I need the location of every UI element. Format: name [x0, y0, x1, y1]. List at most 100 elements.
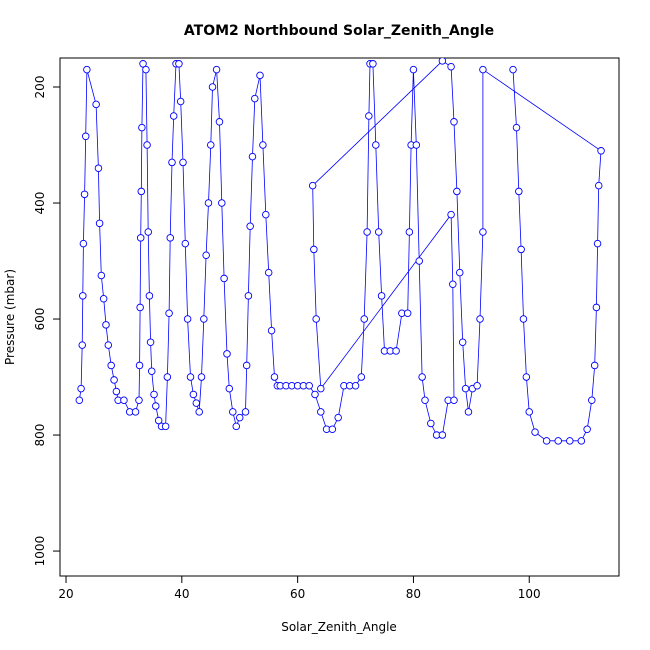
point [531, 428, 539, 436]
point [235, 413, 244, 422]
point [305, 381, 313, 390]
plot-area [75, 58, 605, 445]
point [166, 234, 174, 242]
point [262, 210, 270, 219]
point [131, 408, 140, 416]
point [403, 309, 412, 317]
point [449, 280, 457, 288]
point [456, 268, 464, 277]
y-tick-label: 200 [33, 76, 47, 99]
point [588, 396, 596, 404]
point [251, 94, 259, 103]
x-axis-label: Solar_Zenith_Angle [281, 620, 397, 634]
point [372, 141, 380, 149]
point [438, 58, 447, 65]
point [583, 425, 591, 433]
point [248, 152, 257, 161]
point [94, 164, 103, 172]
point [412, 141, 421, 149]
point [438, 431, 447, 439]
point [464, 408, 473, 416]
y-tick-label: 1000 [33, 536, 47, 567]
x-tick-label: 60 [290, 587, 305, 601]
point [517, 245, 525, 254]
point [175, 60, 183, 68]
point [154, 416, 163, 425]
point [192, 399, 201, 407]
point [461, 384, 470, 393]
point [317, 384, 325, 393]
point [186, 373, 195, 381]
point [450, 118, 458, 126]
point [259, 141, 267, 149]
chart-title: ATOM2 Northbound Solar_Zenith_Angle [184, 23, 494, 39]
point [311, 390, 319, 399]
point [139, 60, 147, 68]
point [374, 228, 383, 236]
point [107, 361, 115, 370]
point [163, 373, 172, 381]
point [137, 187, 146, 196]
point [110, 376, 118, 384]
point [447, 210, 455, 219]
y-axis-label: Pressure (mbar) [3, 269, 17, 365]
point [195, 408, 203, 416]
point [200, 315, 208, 323]
point [99, 294, 108, 303]
point [522, 373, 531, 381]
point [577, 437, 586, 445]
point [147, 367, 156, 375]
point [476, 315, 484, 323]
point [590, 361, 599, 370]
point [102, 321, 110, 329]
point [215, 118, 224, 126]
point [310, 245, 318, 254]
point [515, 187, 523, 196]
point [138, 123, 146, 132]
point [225, 384, 234, 393]
point [363, 228, 371, 236]
point [519, 315, 528, 323]
point [161, 422, 170, 431]
point [143, 141, 151, 149]
point [328, 425, 337, 433]
point [104, 341, 113, 349]
point [81, 132, 90, 141]
point [418, 373, 426, 381]
point [256, 71, 264, 80]
point [542, 437, 551, 445]
point [112, 387, 121, 396]
point [473, 381, 481, 390]
point [79, 239, 88, 248]
point [165, 309, 173, 317]
point [244, 292, 253, 300]
point [270, 373, 279, 381]
y-tick-label: 400 [33, 192, 47, 215]
point [179, 158, 187, 167]
point [212, 65, 221, 74]
point [135, 361, 144, 370]
point [453, 187, 461, 196]
y-tick-label: 800 [33, 424, 47, 447]
point [176, 97, 185, 106]
point [142, 65, 150, 74]
point [512, 123, 521, 132]
point [312, 315, 320, 323]
point [232, 422, 241, 431]
point [169, 112, 178, 120]
point [78, 341, 86, 349]
point [197, 373, 206, 381]
point [246, 222, 254, 230]
point [242, 361, 251, 370]
plot-frame [59, 57, 620, 577]
point [168, 158, 176, 167]
point [593, 239, 602, 248]
point [360, 315, 368, 323]
point [592, 303, 601, 312]
point [146, 338, 155, 346]
point [77, 384, 85, 393]
point [80, 190, 89, 199]
point [554, 437, 562, 445]
